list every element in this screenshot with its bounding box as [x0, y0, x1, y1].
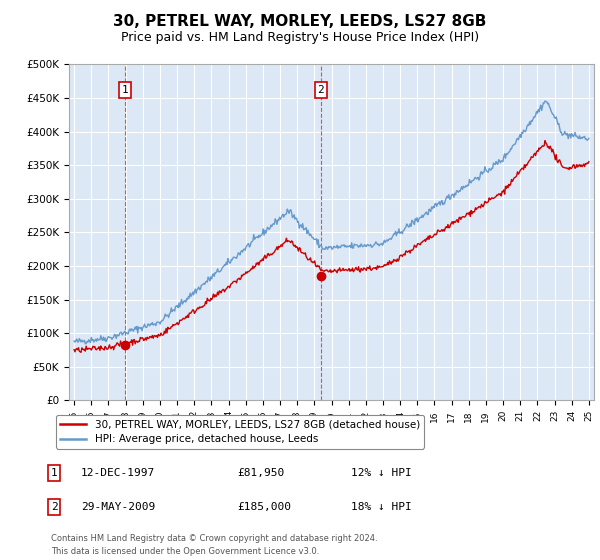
Text: 30, PETREL WAY, MORLEY, LEEDS, LS27 8GB: 30, PETREL WAY, MORLEY, LEEDS, LS27 8GB	[113, 14, 487, 29]
Text: 18% ↓ HPI: 18% ↓ HPI	[351, 502, 412, 512]
Text: 12-DEC-1997: 12-DEC-1997	[81, 468, 155, 478]
Text: Contains HM Land Registry data © Crown copyright and database right 2024.: Contains HM Land Registry data © Crown c…	[51, 534, 377, 543]
Text: 2: 2	[50, 502, 58, 512]
Text: 12% ↓ HPI: 12% ↓ HPI	[351, 468, 412, 478]
Text: £81,950: £81,950	[237, 468, 284, 478]
Text: 1: 1	[121, 85, 128, 95]
Text: This data is licensed under the Open Government Licence v3.0.: This data is licensed under the Open Gov…	[51, 547, 319, 556]
Text: Price paid vs. HM Land Registry's House Price Index (HPI): Price paid vs. HM Land Registry's House …	[121, 31, 479, 44]
Text: 29-MAY-2009: 29-MAY-2009	[81, 502, 155, 512]
Legend: 30, PETREL WAY, MORLEY, LEEDS, LS27 8GB (detached house), HPI: Average price, de: 30, PETREL WAY, MORLEY, LEEDS, LS27 8GB …	[56, 415, 424, 449]
Text: 2: 2	[317, 85, 324, 95]
Text: £185,000: £185,000	[237, 502, 291, 512]
Text: 1: 1	[50, 468, 58, 478]
